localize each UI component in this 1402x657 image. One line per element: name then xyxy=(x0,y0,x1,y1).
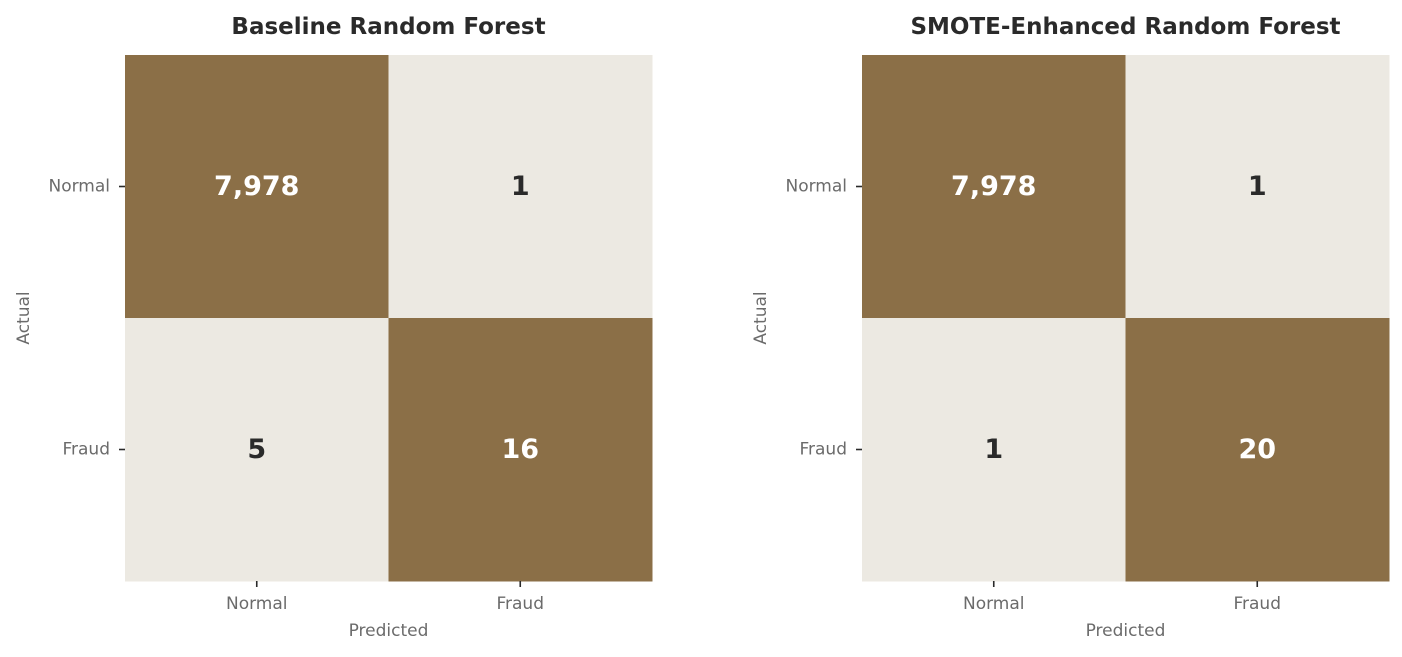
heatmap-cell xyxy=(862,318,1126,582)
heatmap-cell xyxy=(125,55,389,319)
chart-title: SMOTE-Enhanced Random Forest xyxy=(910,14,1340,40)
cell-value-label: 20 xyxy=(1238,434,1276,465)
heatmap-cell xyxy=(388,55,653,319)
cell-value-label: 1 xyxy=(984,434,1003,465)
x-tick-label: Fraud xyxy=(1233,594,1281,614)
cell-value-label: 1 xyxy=(511,171,530,202)
heatmap-cell xyxy=(125,318,389,582)
confusion-matrix-1: 7,978 1 5 16 Baseline Random Forest Normal Fra… xyxy=(14,14,653,641)
cell-value-label: 1 xyxy=(1248,171,1267,202)
cell-value-label: 7,978 xyxy=(951,171,1036,202)
y-tick-label: Fraud xyxy=(62,440,110,460)
heatmap-cell xyxy=(1125,55,1390,319)
y-tick-label: Fraud xyxy=(799,440,847,460)
heatmap-cell xyxy=(388,318,653,582)
y-tick-label: Normal xyxy=(785,177,847,197)
x-tick-label: Fraud xyxy=(496,594,544,614)
cell-value-label: 16 xyxy=(501,434,539,465)
x-tick-label: Normal xyxy=(226,594,288,614)
x-axis-label: Predicted xyxy=(1086,621,1166,641)
heatmap-cell xyxy=(1125,318,1390,582)
y-axis-label: Actual xyxy=(14,291,34,344)
chart-title: Baseline Random Forest xyxy=(231,14,545,40)
cell-value-label: 5 xyxy=(247,434,266,465)
y-axis-label: Actual xyxy=(751,291,771,344)
x-tick-label: Normal xyxy=(963,594,1025,614)
y-tick-label: Normal xyxy=(48,177,110,197)
cell-value-label: 7,978 xyxy=(214,171,299,202)
confusion-matrix-2: 7,978 1 1 20 SMOTE-Enhanced Random Forest Nor… xyxy=(751,14,1390,641)
x-axis-label: Predicted xyxy=(349,621,429,641)
heatmap-cell xyxy=(862,55,1126,319)
